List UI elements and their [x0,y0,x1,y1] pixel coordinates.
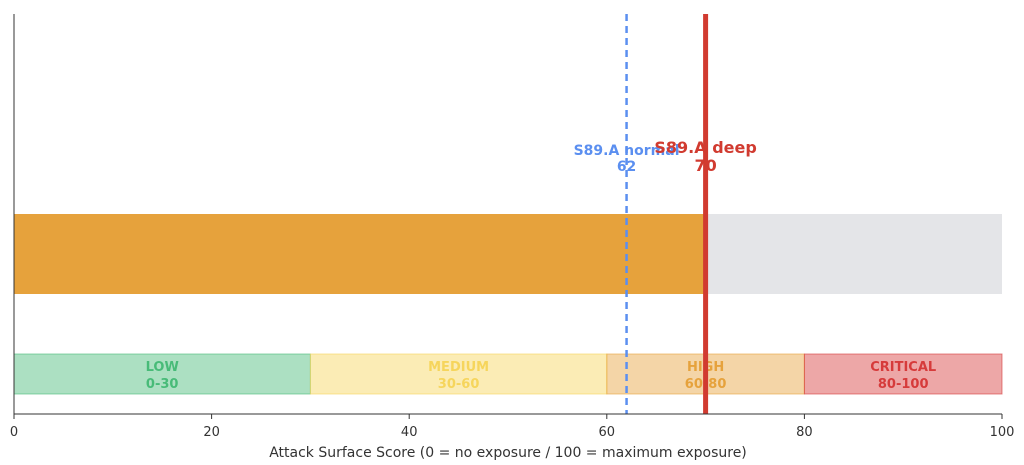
x-tick-label: 100 [990,425,1015,440]
zone-medium [309,353,608,395]
x-tick-label: 80 [796,425,813,440]
marker-label: S89.A normal [574,143,680,159]
zone-label: MEDIUM [428,360,489,375]
zone-range-label: 0-30 [146,377,179,392]
zone-critical [803,353,1003,395]
score-bar [14,214,1002,294]
zone-range-label: 30-60 [438,377,480,392]
zone-range-label: 80-100 [878,377,929,392]
x-axis-label: Attack Surface Score (0 = no exposure / … [269,445,747,461]
zone-label: CRITICAL [870,360,936,375]
marker-label: S89.A deep [654,138,756,157]
marker-value-label: 62 [617,159,636,175]
marker-value-label: 70 [694,156,716,175]
risk-zones: LOW0-30MEDIUM30-60HIGH60-80CRITICAL80-10… [13,353,1003,395]
x-tick-label: 20 [203,425,220,440]
x-axis: 0 20 40 60 80 100 [10,14,1015,440]
zone-label: LOW [146,360,179,375]
x-tick-label: 40 [401,425,418,440]
score-bar-fill [14,214,706,294]
zone-low [13,353,311,395]
x-tick-label: 60 [599,425,616,440]
x-tick-label: 0 [10,425,18,440]
